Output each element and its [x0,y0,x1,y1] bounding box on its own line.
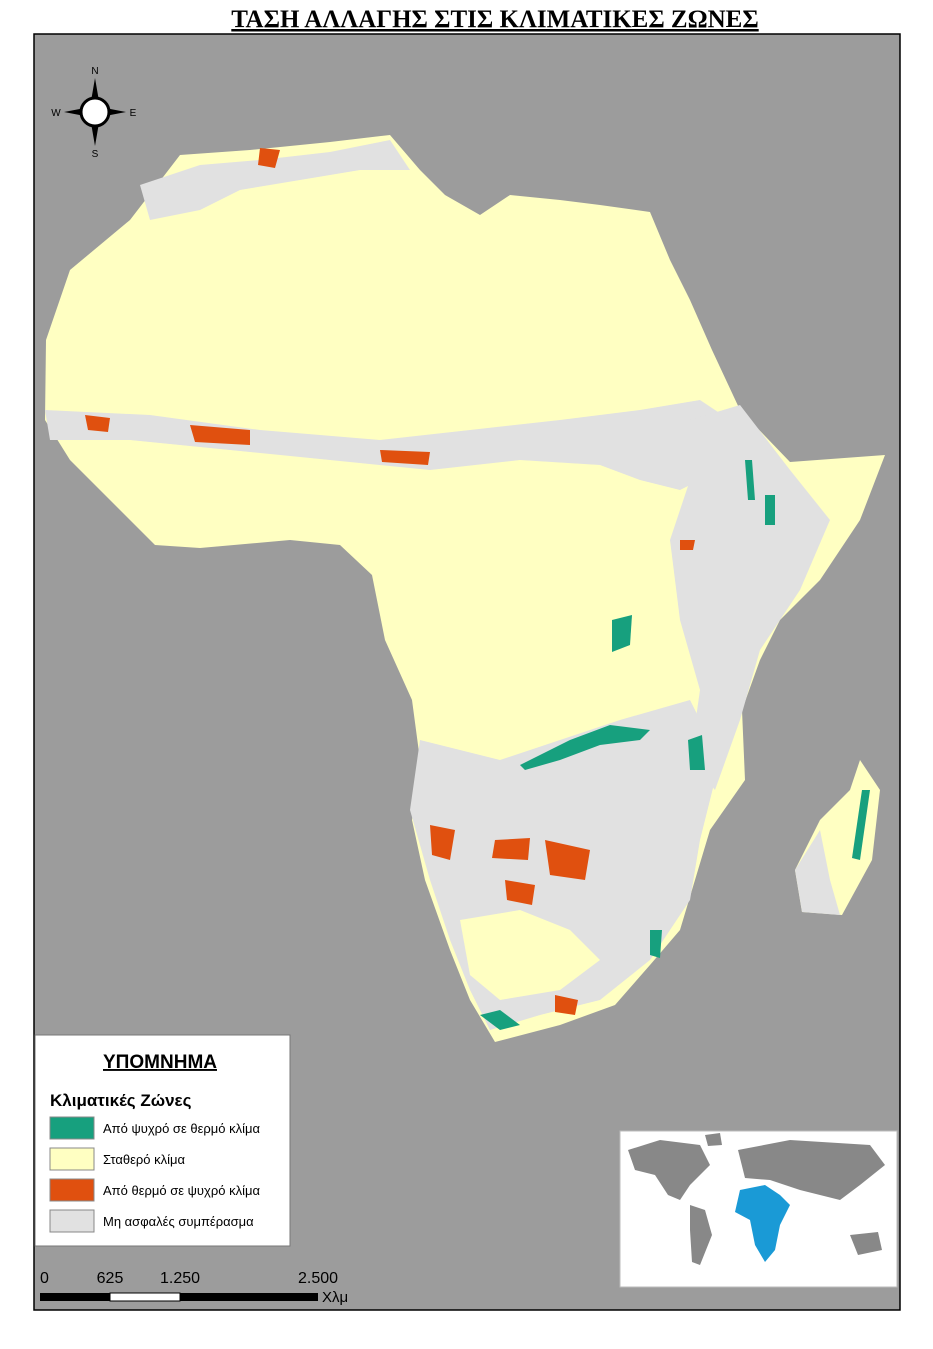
east-africa-uncertain [670,405,830,790]
compass-s: S [92,149,99,160]
scale-segment [109,1292,181,1302]
inset-map [619,1130,898,1288]
legend-title: ΥΠΟΜΝΗΜΑ [103,1052,217,1073]
scale-segment [40,1293,110,1301]
kalahari-stable [460,910,600,1000]
legend-label: Από θερμό σε ψυχρό κλίμα [103,1183,260,1198]
scale-label: 1.250 [160,1270,200,1287]
scale-label: 0 [40,1270,49,1287]
legend-label: Σταθερό κλίμα [103,1152,186,1167]
legend-label: Από ψυχρό σε θερμό κλίμα [103,1121,260,1136]
legend-swatch [49,1178,95,1202]
madagascar-uncertain [795,830,840,915]
legend: ΥΠΟΜΝΗΜΑ Κλιματικές Ζώνες Από ψυχρό σε θ… [34,1034,291,1247]
north-coast-uncertain [140,140,410,220]
compass-ring [79,96,111,128]
legend-swatch [49,1209,95,1233]
inset-africa [735,1185,790,1262]
congo-warming [520,725,650,770]
inset-land [628,1133,885,1265]
legend-label: Μη ασφαλές συμπέρασμα [103,1214,254,1229]
compass-w: W [51,108,61,119]
scale-segment [180,1293,318,1301]
sahel-uncertain [45,400,730,490]
africa [45,135,885,1042]
compass-n: N [91,66,98,77]
scale-bar: Χλμ 0 625 1.250 2.500 [40,1270,348,1306]
legend-swatch [49,1147,95,1171]
map-title: ΤΑΣΗ ΑΛΛΑΓΗΣ ΣΤΙΣ ΚΛΙΜΑΤΙΚΕΣ ΖΩΝΕΣ [231,6,758,33]
legend-swatch [49,1116,95,1140]
north-arrow: N S W E [51,66,136,160]
scale-label: 2.500 [298,1270,338,1287]
compass-e: E [130,108,137,119]
south-coast-warming [480,1010,520,1030]
madagascar-warming [852,790,870,860]
lake-victoria-warming [612,615,632,652]
legend-subtitle: Κλιματικές Ζώνες [50,1091,192,1110]
scale-label: 625 [97,1270,124,1287]
scale-unit: Χλμ [322,1289,348,1306]
